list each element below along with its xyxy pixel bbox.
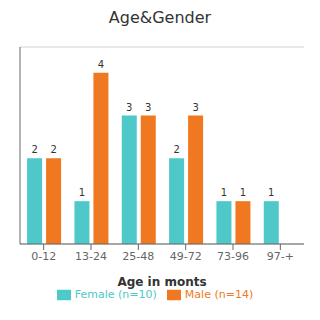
svg-text:4: 4: [98, 59, 104, 70]
html-text:Age&Gender: Age&Gender: [108, 8, 212, 27]
svg-text:49-72: 49-72: [170, 250, 202, 263]
svg-text:97-+: 97-+: [267, 250, 294, 263]
svg-text:1: 1: [221, 187, 227, 198]
svg-text:2: 2: [50, 144, 56, 155]
svg-text:1: 1: [240, 187, 246, 198]
svg-text:2: 2: [173, 144, 179, 155]
svg-text:3: 3: [126, 102, 132, 113]
svg-text:0-12: 0-12: [31, 250, 56, 263]
html-text:Female (n=10): Female (n=10): [74, 288, 157, 301]
svg-text:13-24: 13-24: [75, 250, 107, 263]
svg-text:3: 3: [192, 102, 198, 113]
svg-text:2: 2: [31, 144, 37, 155]
svg-text:1: 1: [268, 187, 274, 198]
svg-text:1: 1: [79, 187, 85, 198]
svg-text:73-96: 73-96: [217, 250, 249, 263]
svg-text:25-48: 25-48: [122, 250, 154, 263]
html-text:Male (n=14): Male (n=14): [184, 288, 254, 301]
svg-text:3: 3: [145, 102, 151, 113]
svg-text:Age in monts: Age in monts: [117, 275, 206, 289]
